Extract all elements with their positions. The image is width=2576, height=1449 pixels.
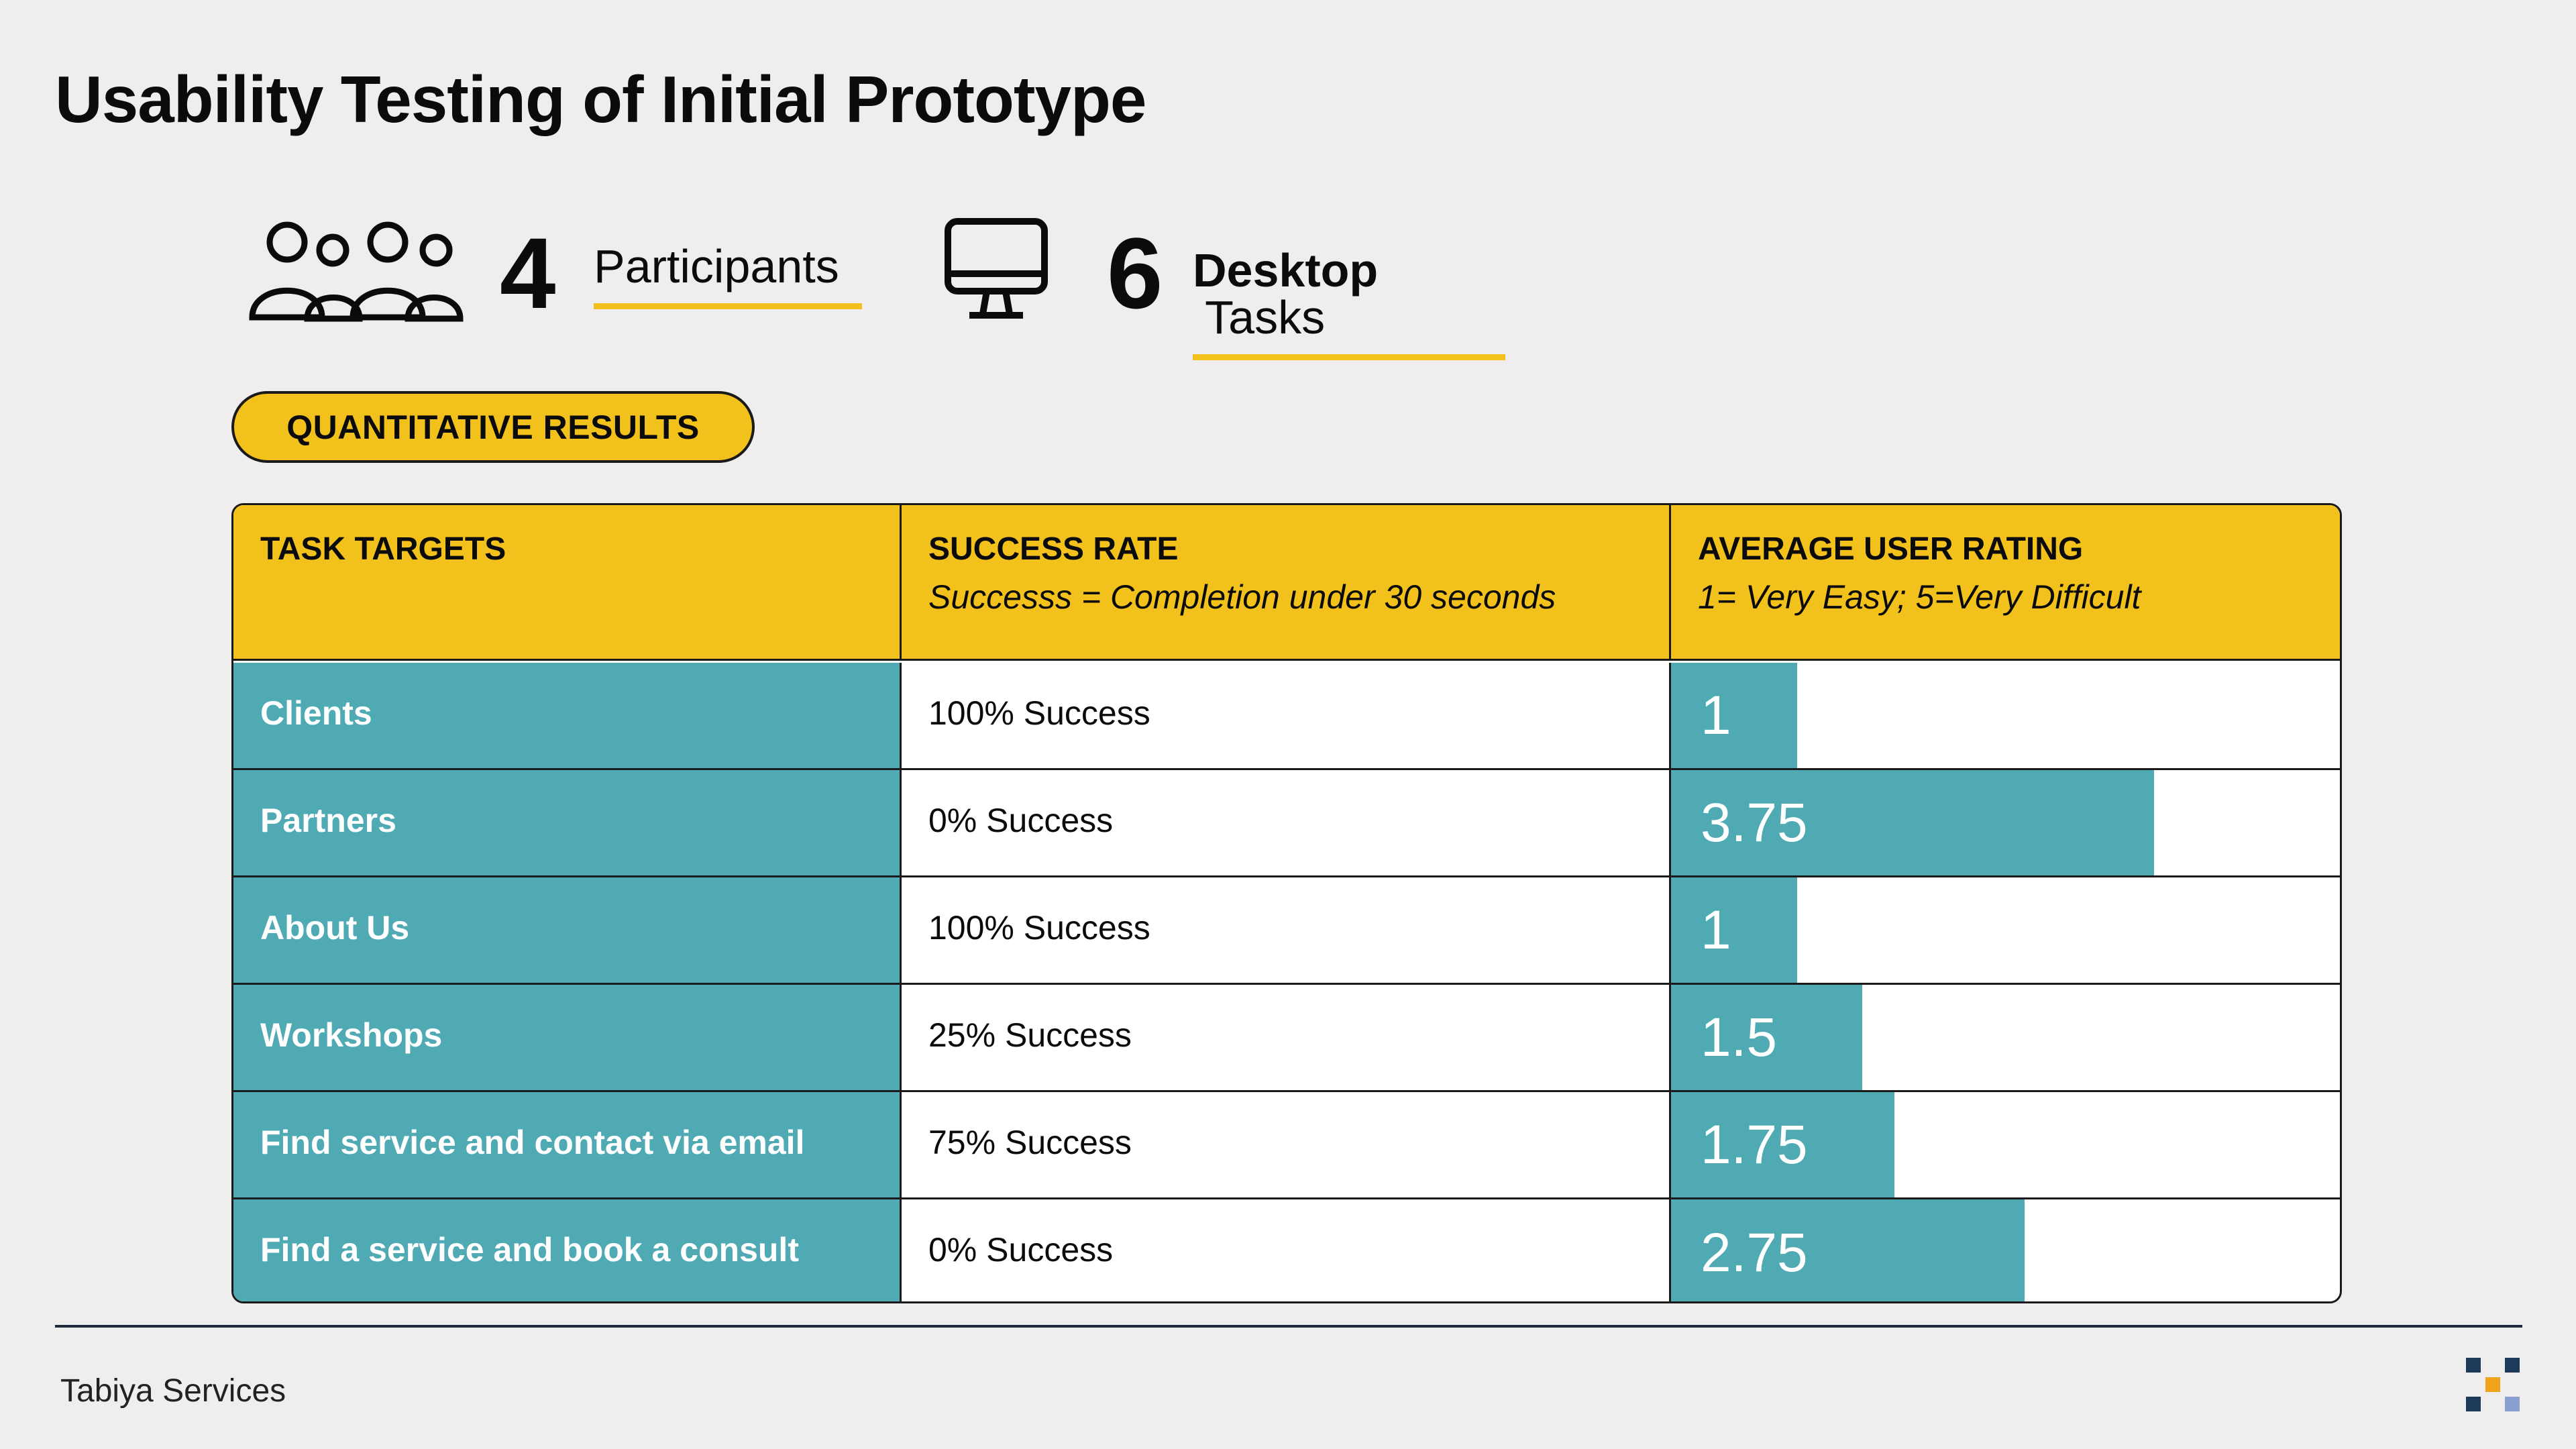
- success-rate-cell: 100% Success: [902, 877, 1671, 983]
- table-row: Find service and contact via email 75% Su…: [233, 1092, 2340, 1199]
- footer-brand-text: Tabiya Services: [60, 1373, 286, 1409]
- participants-label: Participants: [594, 243, 862, 309]
- rating-value: 1.5: [1701, 1006, 1777, 1068]
- results-table: TASK TARGETS SUCCESS RATE Successs = Com…: [231, 503, 2342, 1303]
- header-rating-title: AVERAGE USER RATING: [1698, 531, 2084, 567]
- rating-cell: 1: [1671, 877, 2340, 983]
- rating-bar: [1671, 1092, 1895, 1197]
- header-success-rate: SUCCESS RATE Successs = Completion under…: [902, 505, 1671, 659]
- success-rate-cell: 75% Success: [902, 1092, 1671, 1197]
- task-target-cell: Find service and contact via email: [233, 1092, 902, 1197]
- tasks-label-bold: Desktop: [1193, 244, 1379, 297]
- rating-value: 1: [1701, 684, 1731, 746]
- table-row: Workshops 25% Success 1.5: [233, 985, 2340, 1092]
- desktop-monitor-icon: [943, 216, 1050, 327]
- rating-cell: 1.75: [1671, 1092, 2340, 1197]
- rating-cell: 1.5: [1671, 985, 2340, 1090]
- rating-bar: [1671, 770, 2155, 875]
- section-pill: QUANTITATIVE RESULTS: [231, 391, 755, 463]
- tabiya-logo-icon: [2466, 1358, 2522, 1414]
- success-rate-cell: 0% Success: [902, 770, 1671, 875]
- footer-divider: [55, 1325, 2522, 1328]
- task-target-cell: Clients: [233, 663, 902, 768]
- table-row: About Us 100% Success 1: [233, 877, 2340, 985]
- header-average-rating: AVERAGE USER RATING 1= Very Easy; 5=Very…: [1671, 505, 2340, 659]
- tasks-label-rest: Tasks: [1193, 291, 1326, 343]
- rating-cell: 3.75: [1671, 770, 2340, 875]
- table-row: Clients 100% Success 1: [233, 663, 2340, 770]
- table-row: Partners 0% Success 3.75: [233, 770, 2340, 877]
- header-success-subtitle: Successs = Completion under 30 seconds: [928, 578, 1556, 616]
- tasks-label: Desktop Tasks: [1193, 247, 1505, 360]
- rating-bar: [1671, 663, 1798, 768]
- page-title: Usability Testing of Initial Prototype: [55, 62, 1146, 136]
- rating-value: 1: [1701, 899, 1731, 961]
- task-target-cell: Partners: [233, 770, 902, 875]
- participants-count: 4: [500, 217, 556, 329]
- task-target-cell: Find a service and book a consult: [233, 1199, 902, 1301]
- success-rate-cell: 0% Success: [902, 1199, 1671, 1301]
- rating-bar: [1671, 877, 1798, 983]
- people-group-icon: [247, 218, 465, 329]
- task-target-cell: About Us: [233, 877, 902, 983]
- rating-bar: [1671, 985, 1863, 1090]
- participants-label-text: Participants: [594, 240, 839, 292]
- header-success-title: SUCCESS RATE: [928, 531, 1179, 567]
- rating-bar: [1671, 1199, 2025, 1301]
- success-rate-cell: 100% Success: [902, 663, 1671, 768]
- header-task-targets: TASK TARGETS: [233, 505, 902, 659]
- success-rate-cell: 25% Success: [902, 985, 1671, 1090]
- rating-value: 1.75: [1701, 1114, 1808, 1175]
- rating-value: 2.75: [1701, 1222, 1808, 1283]
- task-target-cell: Workshops: [233, 985, 902, 1090]
- header-task-title: TASK TARGETS: [260, 531, 506, 567]
- rating-cell: 2.75: [1671, 1199, 2340, 1301]
- rating-value: 3.75: [1701, 792, 1808, 853]
- table-header-row: TASK TARGETS SUCCESS RATE Successs = Com…: [233, 505, 2340, 661]
- tasks-count: 6: [1107, 217, 1163, 329]
- rating-cell: 1: [1671, 663, 2340, 768]
- header-rating-subtitle: 1= Very Easy; 5=Very Difficult: [1698, 578, 2141, 616]
- table-row: Find a service and book a consult 0% Succ…: [233, 1199, 2340, 1301]
